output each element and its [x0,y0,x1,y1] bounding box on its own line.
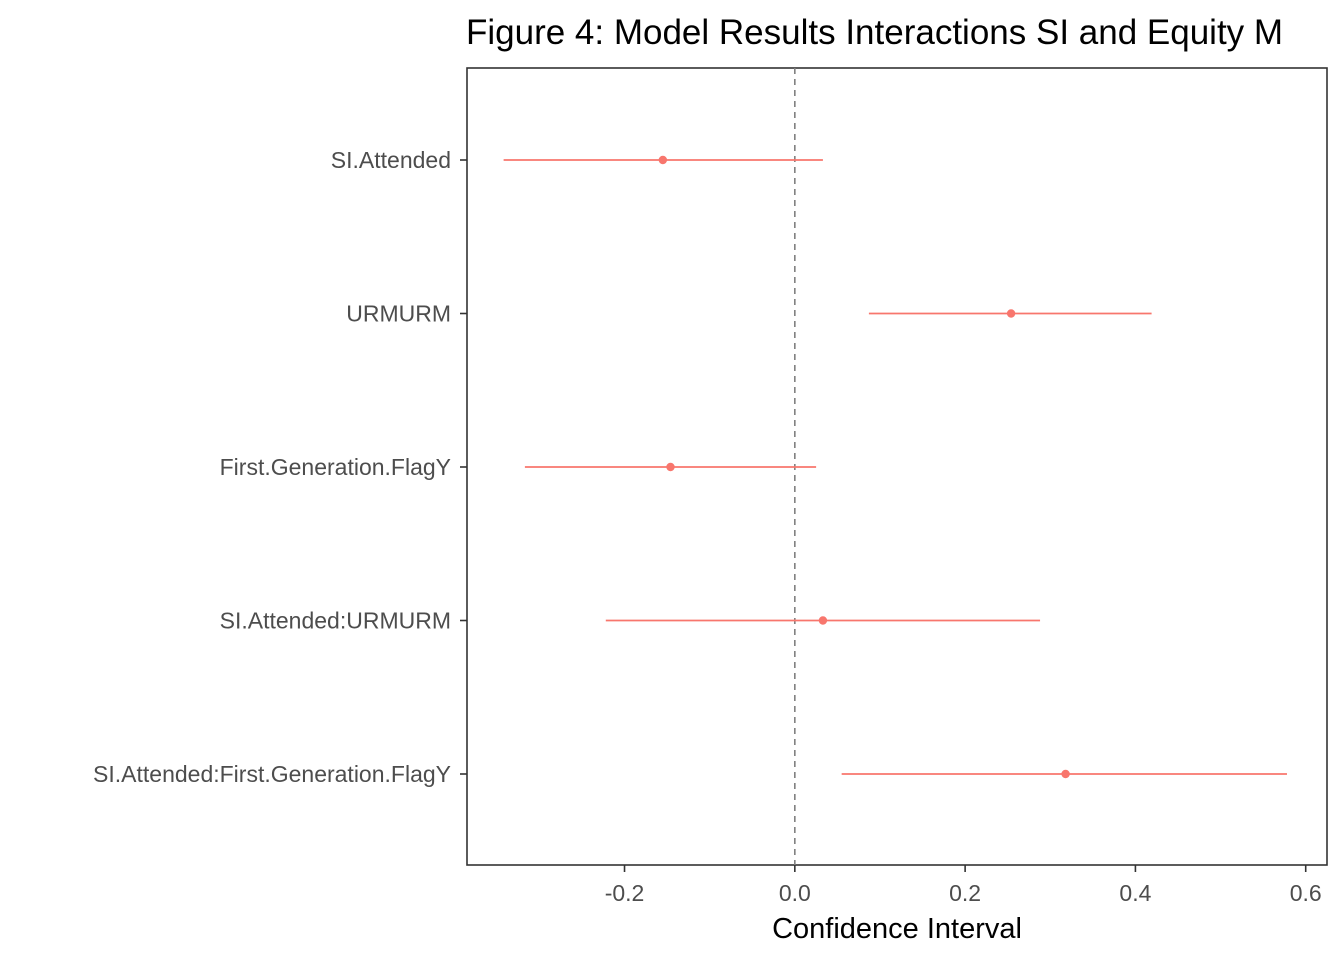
x-tick-label: -0.2 [605,880,645,906]
y-axis: SI.Attended URMURM First.Generation.FlagY S… [93,147,467,787]
y-tick-label: URMURM [346,301,451,327]
point-estimate [1006,309,1016,318]
point-estimate [658,155,668,165]
point-estimate [666,462,675,472]
x-tick-label: 0.6 [1290,880,1322,906]
x-axis-title: Confidence Interval [772,913,1022,945]
y-tick-label: SI.Attended:URMURM [220,608,451,634]
chart-marks [503,155,1287,779]
point-estimate [818,616,828,625]
point-estimate [1061,769,1070,779]
y-tick-label: SI.Attended [331,147,451,173]
x-axis: -0.2 0.0 0.2 0.4 0.6 [605,865,1322,906]
x-tick-label: 0.2 [949,880,981,906]
x-tick-label: 0.4 [1119,880,1151,906]
chart-title: Figure 4: Model Results Interactions SI … [466,13,1283,52]
y-tick-label: SI.Attended:First.Generation.FlagY [93,761,451,787]
y-tick-label: First.Generation.FlagY [220,454,451,480]
x-tick-label: 0.0 [779,880,811,906]
